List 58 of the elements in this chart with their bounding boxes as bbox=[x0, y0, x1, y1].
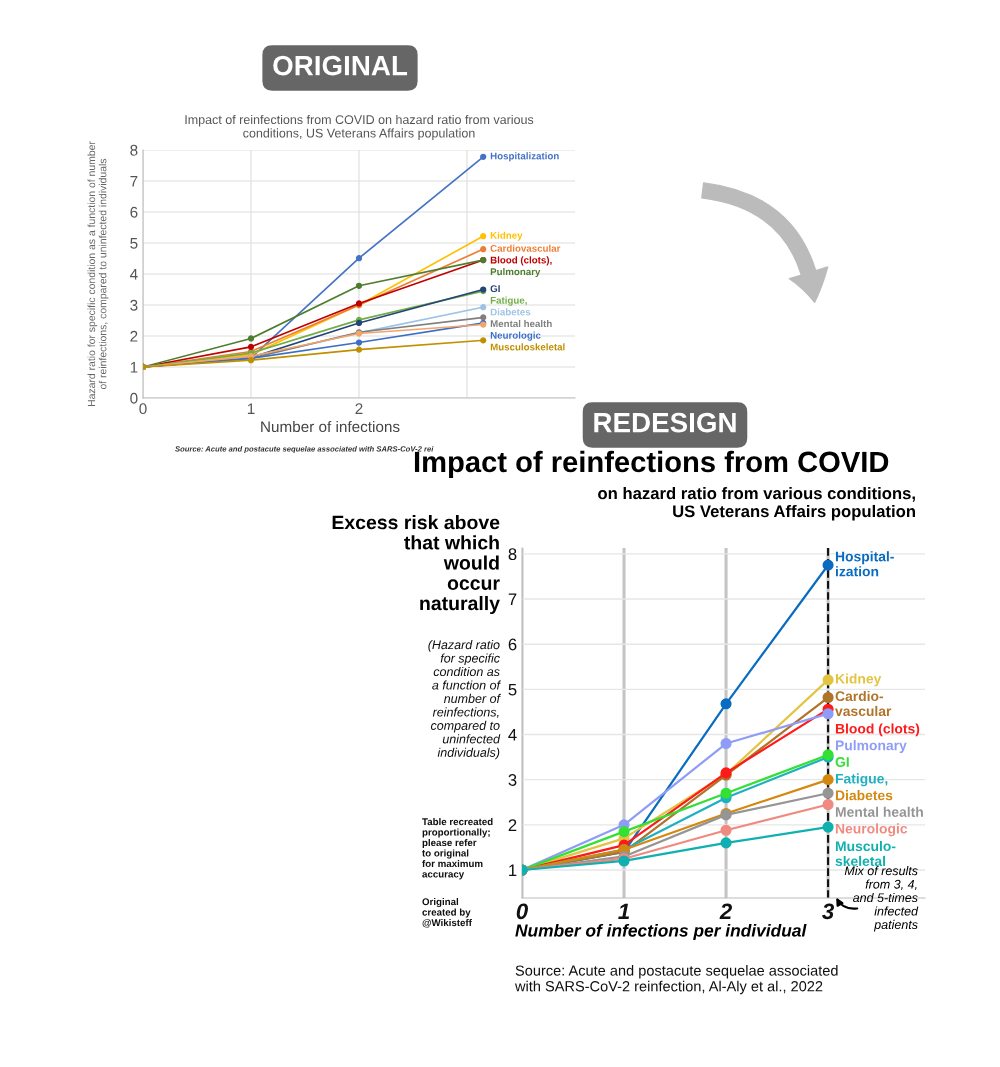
x-axis-title: Number of infections per individual bbox=[515, 923, 807, 941]
y-tick-label: 1 bbox=[509, 864, 517, 877]
series-label: GI bbox=[835, 757, 849, 767]
text: Original created by @Wikisteff bbox=[422, 898, 472, 928]
series-label: Kidney bbox=[490, 231, 523, 241]
series-label: Hospital- ization bbox=[835, 551, 894, 577]
series-label: Mental health bbox=[835, 806, 923, 817]
text: REDESIGN bbox=[594, 412, 736, 433]
series-label: Pulmonary bbox=[835, 740, 907, 754]
chart-subtitle: on hazard ratio from various conditions, US Veterans Affairs population bbox=[598, 487, 915, 521]
series-label: Diabetes bbox=[490, 308, 531, 316]
series-label: Blood (clots) bbox=[835, 723, 920, 737]
y-tick-label: 3 bbox=[508, 774, 517, 786]
series-label: Musculoskeletal bbox=[490, 343, 565, 351]
series-label: Kidney bbox=[835, 673, 882, 687]
y-tick-label: 2 bbox=[508, 819, 517, 831]
series-label: GI bbox=[490, 285, 500, 293]
y-tick-label: 6 bbox=[130, 206, 138, 218]
y-tick-label: 8 bbox=[130, 144, 138, 156]
x-tick-label: 3 bbox=[822, 903, 835, 920]
text: ORIGINAL bbox=[273, 55, 408, 76]
y-tick-label: 7 bbox=[130, 176, 138, 187]
series-label: Diabetes bbox=[835, 790, 893, 801]
source-note: Source: Acute and postacute sequelae associated with SARS-CoV-2 reinfection, Al-Aly et al., 2022 bbox=[514, 965, 838, 995]
y-tick-label: 0 bbox=[130, 392, 138, 404]
y-tick-label: 6 bbox=[508, 638, 517, 651]
chart-title: Impact of reinfections from COVID on hazard ratio from various conditions, US Veterans Affairs population bbox=[185, 114, 534, 140]
text: (Hazard ratio for specific condition as a function of number of reinfections, compared to uninfected individuals) bbox=[428, 640, 502, 760]
x-tick-label: 2 bbox=[719, 903, 732, 919]
series-label: Cardio- vascular bbox=[835, 690, 892, 717]
series-label: Neurologic bbox=[490, 331, 541, 341]
y-tick-label: 3 bbox=[130, 299, 138, 311]
series-label: Hospitalization bbox=[490, 152, 559, 162]
y-axis-title: Hazard ratio for specific condition as a function of number of reinfections, compared to uninfected individuals bbox=[87, 141, 109, 407]
series-label: Pulmonary bbox=[490, 268, 541, 278]
series-label: Blood (clots), bbox=[490, 256, 552, 266]
y-tick-label: 2 bbox=[130, 330, 138, 342]
y-axis-title: Excess risk above that which would occur naturally bbox=[332, 515, 500, 615]
series-label: Cardiovascular bbox=[490, 244, 561, 252]
y-tick-label: 8 bbox=[508, 548, 517, 561]
series-label: Fatigue, bbox=[835, 773, 888, 787]
y-tick-label: 4 bbox=[508, 729, 517, 741]
series-label: Neurologic bbox=[835, 823, 908, 837]
x-tick-label: 1 bbox=[618, 903, 630, 919]
y-tick-label: 5 bbox=[508, 683, 517, 696]
x-tick-label: 0 bbox=[139, 403, 147, 415]
series-label: Fatigue, bbox=[490, 296, 527, 306]
x-tick-label: 2 bbox=[355, 403, 363, 414]
y-tick-label: 1 bbox=[130, 362, 138, 373]
x-tick-label: 1 bbox=[247, 403, 255, 414]
y-tick-label: 5 bbox=[130, 238, 138, 249]
ref-line-label: Mix of results from 3, 4, and 5-times infected patients bbox=[844, 866, 919, 932]
series-label: Mental health bbox=[490, 319, 552, 328]
y-tick-label: 7 bbox=[508, 593, 517, 606]
text: Table recreated proportionally; please refer to original for maximum accuracy bbox=[422, 818, 493, 880]
y-tick-label: 4 bbox=[129, 269, 138, 280]
series-label: Musculo- skeletal bbox=[835, 840, 896, 867]
x-axis-title: Number of infections bbox=[261, 420, 400, 433]
